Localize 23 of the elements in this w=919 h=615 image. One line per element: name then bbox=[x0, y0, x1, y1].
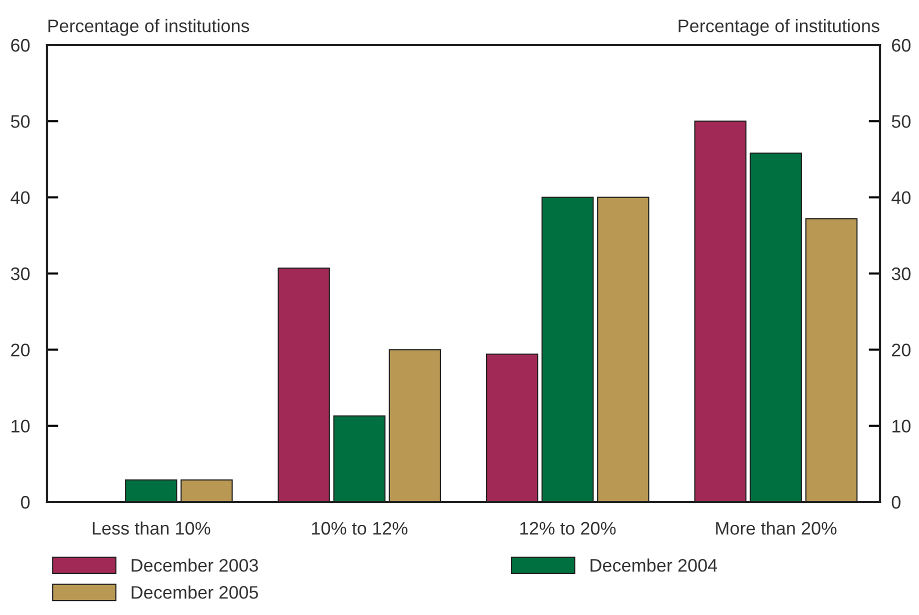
y2-tick-label: 10 bbox=[892, 420, 910, 433]
y2-tick-label: 60 bbox=[892, 38, 910, 52]
legend-label: December 2003 bbox=[132, 558, 258, 572]
y2-axis-title: Percentage of institutions bbox=[678, 19, 880, 36]
y-tick-label: 40 bbox=[10, 191, 30, 204]
y2-tick-label: 50 bbox=[892, 115, 910, 128]
legend-label: December 2004 bbox=[590, 558, 718, 572]
y-tick-label: 50 bbox=[10, 115, 30, 128]
y-tick-label: 60 bbox=[11, 38, 30, 52]
x-tick-label: Less than 10% bbox=[92, 521, 210, 535]
y2-tick-label: 30 bbox=[892, 267, 910, 280]
y2-tick-label: 0 bbox=[892, 496, 900, 509]
x-tick-label: 12% to 20% bbox=[520, 522, 616, 535]
y2-tick-label: 40 bbox=[892, 191, 910, 204]
y2-tick-label: 20 bbox=[892, 344, 910, 356]
y-tick-label: 0 bbox=[21, 496, 30, 509]
y-tick-label: 10 bbox=[12, 420, 30, 433]
y-tick-label: 30 bbox=[10, 267, 30, 280]
x-tick-label: More than 20% bbox=[716, 521, 836, 535]
y-axis-title: Percentage of institutions bbox=[48, 19, 250, 36]
y-tick-label: 20 bbox=[11, 344, 30, 356]
legend-label: December 2005 bbox=[132, 586, 258, 599]
x-tick-label: 10% to 12% bbox=[312, 522, 408, 535]
